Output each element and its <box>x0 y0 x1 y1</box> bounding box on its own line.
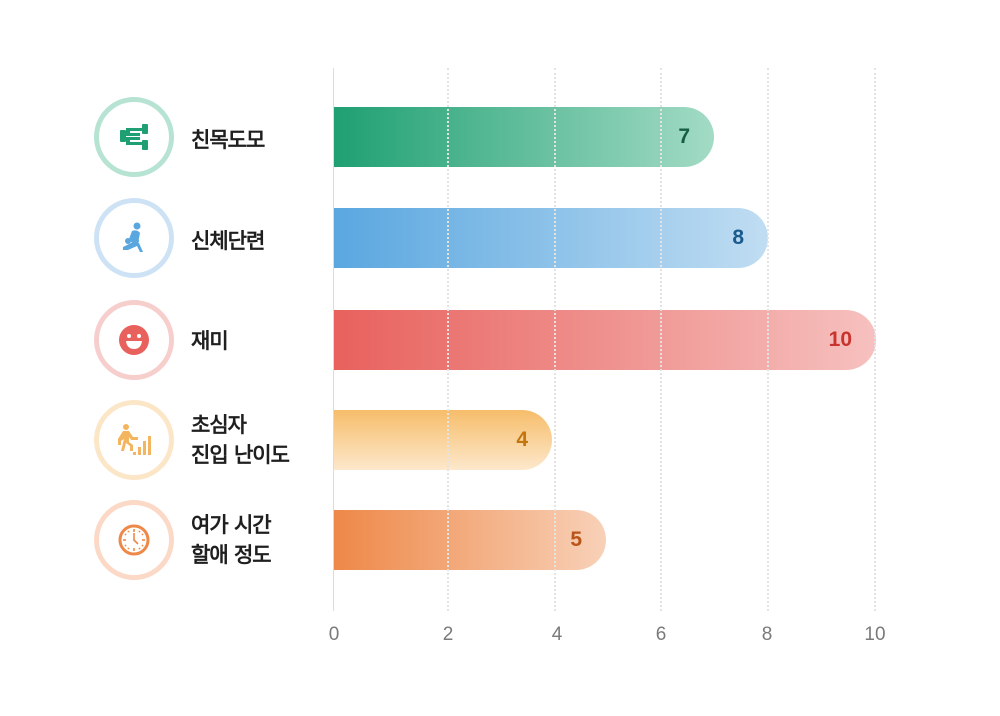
bar: 8 <box>334 208 768 268</box>
gridline-2 <box>447 68 449 611</box>
bar: 10 <box>334 310 876 370</box>
x-tick-8: 8 <box>761 624 773 645</box>
gridline-6 <box>660 68 662 611</box>
icon-ring <box>94 97 174 177</box>
gridline-4 <box>554 68 556 611</box>
bar-value-label: 4 <box>516 428 528 451</box>
bar-value-label: 8 <box>732 226 744 249</box>
exercise-lunge-icon <box>123 222 143 252</box>
bar-row-fun: 재미 10 <box>0 300 1000 380</box>
x-tick-6: 6 <box>655 624 667 645</box>
label-line: 재미 <box>191 329 229 353</box>
bar: 4 <box>334 410 552 470</box>
icon-ring <box>94 300 174 380</box>
y-axis-line <box>333 68 334 611</box>
bar: 5 <box>334 510 606 570</box>
icon-ring <box>94 400 174 480</box>
bar-row-beginner-difficulty: 초심자 진입 난이도 4 <box>0 400 1000 480</box>
label-line: 여가 시간 <box>191 513 272 537</box>
label-line: 할애 정도 <box>191 543 272 567</box>
bar-row-fitness: 신체단련 8 <box>0 198 1000 278</box>
icon-ring <box>94 500 174 580</box>
row-label: 재미 <box>191 326 229 356</box>
label-line: 초심자 <box>191 413 247 437</box>
icon-ring <box>94 198 174 278</box>
label-line: 친목도모 <box>191 128 265 152</box>
bar-row-friendship: 친목도모 7 <box>0 97 1000 177</box>
gridline-8 <box>767 68 769 611</box>
x-tick-4: 4 <box>551 624 563 645</box>
x-tick-2: 2 <box>442 624 454 645</box>
label-line: 진입 난이도 <box>191 443 290 467</box>
handshake-icon <box>120 124 148 150</box>
row-label: 친목도모 <box>191 125 265 155</box>
smiley-face-icon <box>119 325 149 355</box>
stairs-climber-icon <box>118 424 151 455</box>
bar-value-label: 10 <box>828 328 852 351</box>
label-line: 신체단련 <box>191 229 265 253</box>
row-label: 초심자 진입 난이도 <box>191 410 290 470</box>
bar-row-leisure-time: 여가 시간 할애 정도 5 <box>0 500 1000 580</box>
bar: 7 <box>334 107 714 167</box>
bar-value-label: 5 <box>570 528 582 551</box>
gridline-10 <box>874 68 876 611</box>
row-label: 여가 시간 할애 정도 <box>191 510 272 570</box>
clock-icon <box>118 524 150 556</box>
bar-value-label: 7 <box>678 125 690 148</box>
row-label: 신체단련 <box>191 226 265 256</box>
x-tick-10: 10 <box>864 624 886 645</box>
x-tick-0: 0 <box>328 624 340 645</box>
